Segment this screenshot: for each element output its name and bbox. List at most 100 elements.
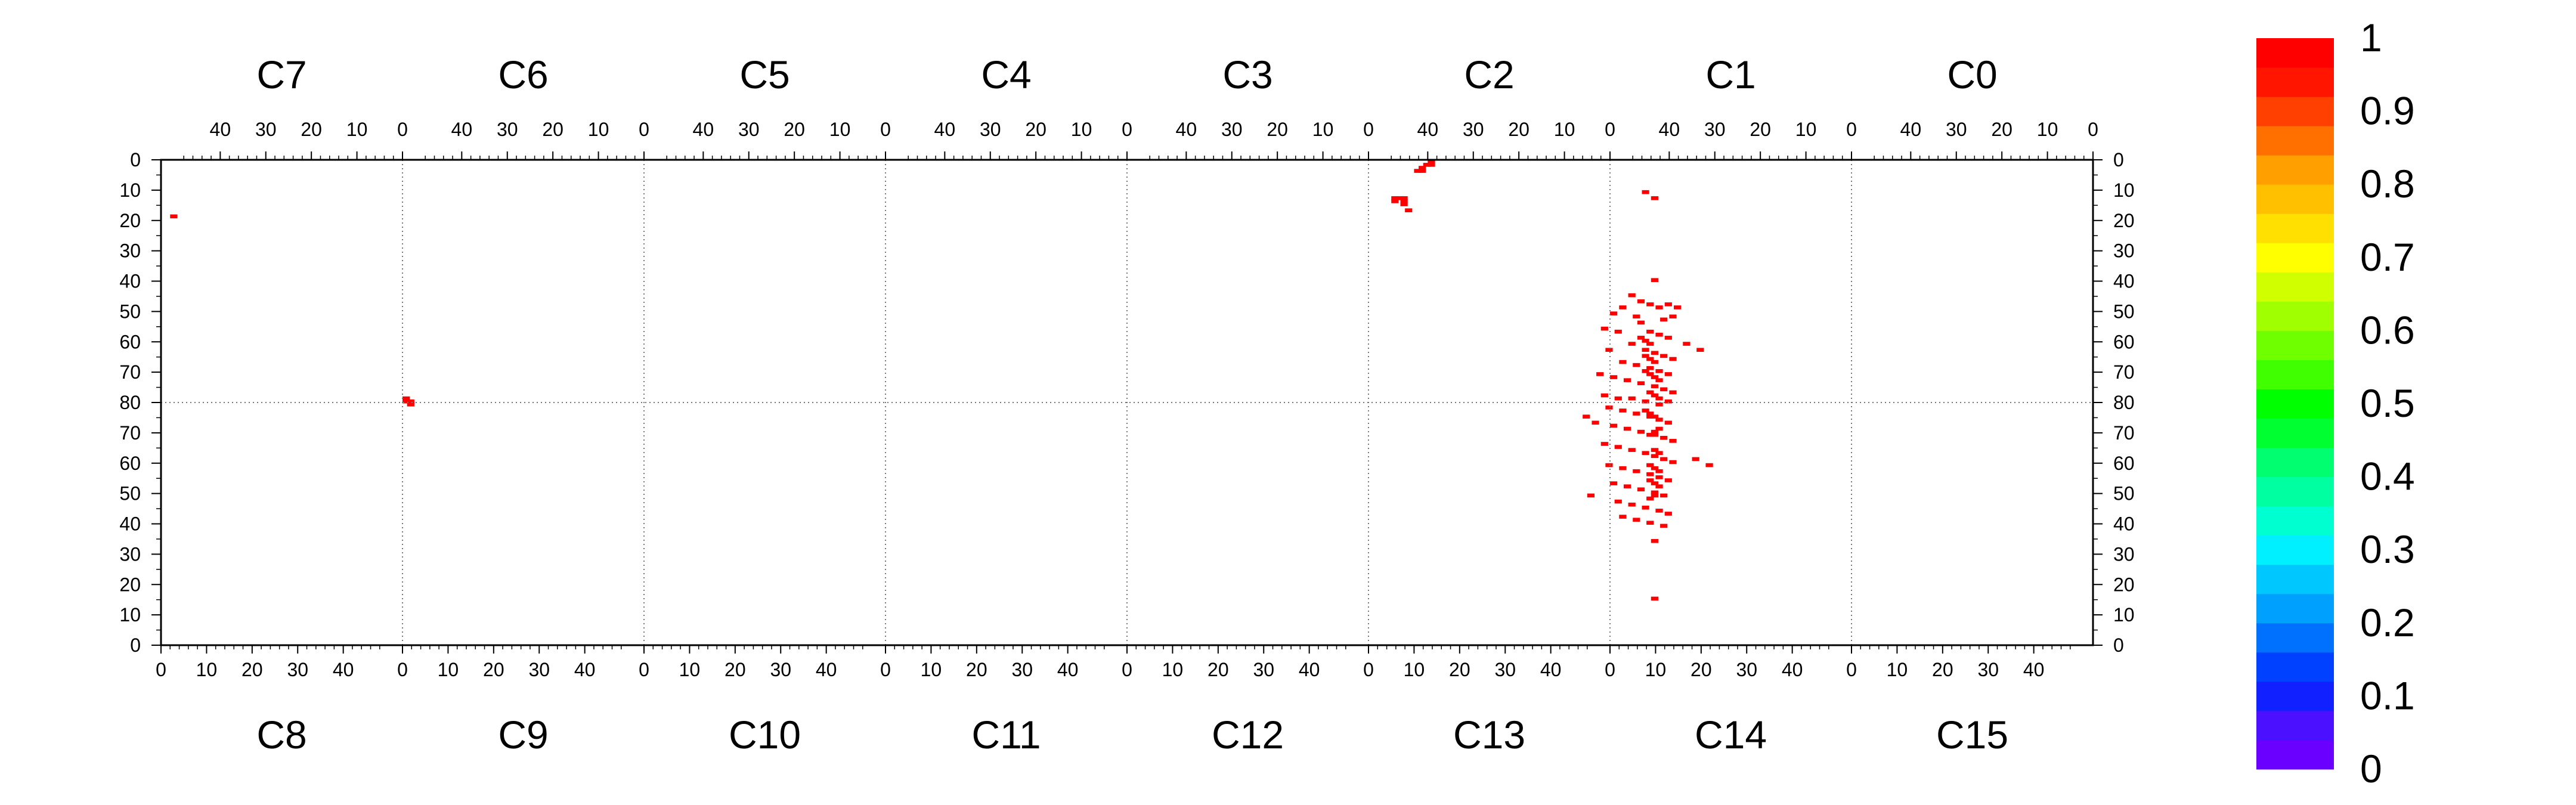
bottom-chip-label: C12 [1212,713,1284,757]
hit-cell [1646,478,1654,482]
hit-cell [1664,420,1672,425]
bottom-tick-label: 40 [1782,659,1803,680]
top-tick-label: 40 [934,119,956,140]
colorbar: 1 0.9 0.8 0.7 0.6 0.5 0.4 0.3 0.2 0.1 0 [2256,16,2415,791]
hit-cell [1660,524,1668,528]
colorbar-label: 0.4 [2360,454,2415,499]
colorbar-segment [2256,652,2334,682]
top-chip-label: C0 [1947,52,1997,97]
top-tick-label: 20 [1508,119,1530,140]
bottom-tick-label: 0 [156,659,166,680]
hit-cell [1651,414,1658,419]
bottom-chip-label: C10 [729,713,801,757]
top-tick-label: 10 [829,119,851,140]
bottom-tick-label: 0 [639,659,649,680]
bottom-tick-label: 30 [1736,659,1757,680]
bottom-tick-label: 0 [397,659,408,680]
top-tick-label: 0 [1605,119,1615,140]
hit-cell [1651,493,1658,498]
colorbar-label: 0.8 [2360,162,2415,206]
bottom-tick-label: 20 [1449,659,1470,680]
right-tick-label: 10 [2113,604,2135,626]
colorbar-segment [2256,681,2334,711]
right-tick-label: 10 [2113,179,2135,201]
bottom-tick-label: 20 [1932,659,1953,680]
colorbar-segment [2256,272,2334,302]
hit-cell [1642,339,1649,343]
colorbar-segment [2256,564,2334,595]
hit-cell [1605,348,1613,352]
hit-cell [1651,360,1658,364]
hit-cell [1610,311,1618,315]
hit-cell [1655,469,1663,473]
left-tick-label: 60 [119,331,141,352]
hit-cell [1705,463,1713,467]
bottom-tick-label: 20 [483,659,504,680]
colorbar-label: 0.6 [2360,308,2415,352]
colorbar-segment [2256,243,2334,273]
colorbar-segment [2256,97,2334,126]
bottom-tick-label: 40 [1299,659,1320,680]
hit-cell [1646,329,1654,334]
right-tick-label: 20 [2113,210,2135,231]
colorbar-segment [2256,418,2334,448]
top-tick-label: 10 [1554,119,1575,140]
hit-cell [1587,493,1595,498]
left-tick-label: 30 [119,240,141,262]
left-tick-label: 60 [119,453,141,474]
hit-cell [1646,372,1654,376]
hit-cell [1637,336,1645,340]
bottom-tick-label: 10 [1404,659,1425,680]
hit-cell [1655,451,1663,456]
bottom-tick-label: 10 [679,659,701,680]
right-tick-label: 0 [2113,149,2124,171]
top-tick-label: 20 [1750,119,1771,140]
hit-cell [1642,348,1649,352]
bottom-tick-label: 40 [574,659,596,680]
hit-cell [1655,484,1663,488]
hit-cell [1696,348,1704,352]
hit-cell [1414,169,1422,173]
hit-cell [1628,293,1636,298]
left-tick-label: 30 [119,543,141,565]
hit-cell [1646,366,1654,370]
hit-cell [1651,490,1658,495]
left-tick-label: 40 [119,513,141,535]
hit-cell [1646,521,1654,525]
right-tick-label: 70 [2113,422,2135,444]
top-tick-label: 0 [1122,119,1132,140]
top-tick-label: 20 [1267,119,1288,140]
hit-cell [1395,196,1404,200]
top-tick-label: 20 [301,119,322,140]
hit-cell [1669,314,1677,319]
top-tick-label: 30 [738,119,760,140]
hit-cell [1628,502,1636,507]
colorbar-segment [2256,360,2334,389]
colorbar-label: 1 [2360,16,2382,60]
bottom-tick-label: 10 [921,659,942,680]
hit-cell [1664,336,1672,340]
left-tick-label: 80 [119,392,141,413]
colorbar-label: 0.5 [2360,381,2415,425]
hit-cell [1633,411,1640,416]
hit-cell [1651,538,1658,543]
hit-cell [1642,505,1649,510]
right-tick-label: 30 [2113,543,2135,565]
hit-cell [1664,478,1672,482]
hit-cell [1400,199,1408,203]
hit-cell [1605,405,1613,410]
hit-cell [1655,475,1663,479]
top-tick-label: 0 [1363,119,1374,140]
hit-cell [1655,332,1663,337]
top-tick-label: 40 [451,119,473,140]
hit-cell [1669,460,1677,465]
top-chip-label: C1 [1705,52,1755,97]
hit-cell [1651,278,1658,283]
hit-cell [1651,432,1658,437]
right-tick-label: 70 [2113,361,2135,383]
hit-cell [1614,445,1622,449]
hit-cell [1637,381,1645,385]
colorbar-label: 0.1 [2360,673,2415,717]
hit-cell [1646,496,1654,501]
top-tick-label: 0 [1846,119,1857,140]
